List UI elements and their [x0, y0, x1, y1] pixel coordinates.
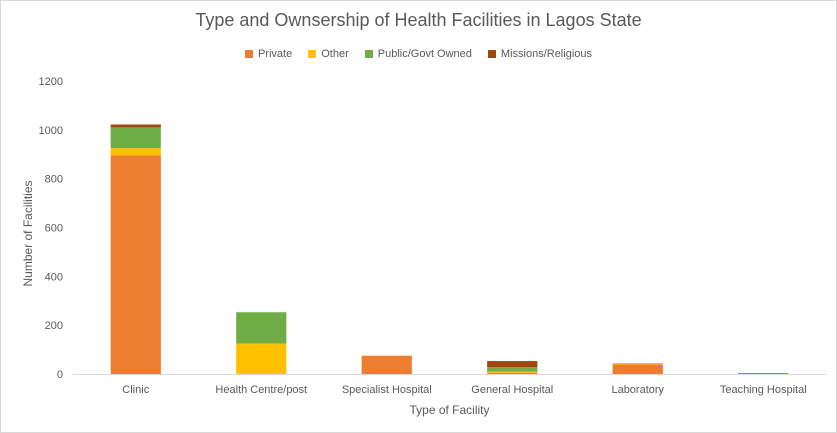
x-tick-label: Specialist Hospital: [342, 384, 432, 396]
x-tick-label: General Hospital: [471, 384, 553, 396]
bar-segment: [361, 355, 412, 374]
bar-segment: [110, 124, 161, 128]
bar-segment: [110, 127, 161, 149]
bar-segment: [487, 361, 538, 368]
legend-swatch-private: [244, 50, 253, 58]
chart-title: Type and Ownsership of Health Facilities…: [195, 10, 642, 30]
y-tick-label: 1000: [39, 125, 63, 137]
bar-segment: [487, 372, 538, 374]
legend-item-missions: Missions/Religious: [487, 48, 592, 60]
y-tick-label: 0: [57, 369, 63, 381]
x-axis-title: Type of Facility: [409, 403, 489, 417]
legend-swatch-other: [308, 50, 317, 58]
y-axis-title: Number of Facilities: [21, 180, 35, 286]
x-axis-labels: Clinic Health Centre/post Specialist Hospi…: [122, 384, 806, 396]
bar-segment: [110, 148, 161, 156]
legend-item-private: Private: [244, 48, 293, 60]
legend-label-private: Private: [257, 48, 293, 60]
bar-segment: [738, 373, 789, 374]
y-tick-label: 600: [45, 223, 63, 235]
bar-segment: [487, 367, 538, 372]
bar-segment: [236, 312, 287, 344]
y-axis-ticks: 0 200 400 600 800 1000 1200: [39, 76, 63, 381]
y-tick-label: 1200: [39, 76, 63, 88]
bar-segment: [236, 343, 287, 374]
x-tick-label: Laboratory: [611, 384, 664, 396]
legend-label-other: Other: [321, 48, 349, 60]
x-tick-label: Health Centre/post: [215, 384, 307, 396]
y-tick-label: 200: [45, 320, 63, 332]
legend-swatch-public: [364, 50, 373, 58]
bars: [110, 124, 789, 374]
x-tick-label: Teaching Hospital: [720, 384, 807, 396]
legend-item-other: Other: [308, 48, 349, 60]
y-tick-label: 800: [45, 174, 63, 186]
legend-item-public: Public/Govt Owned: [364, 48, 472, 60]
legend-label-missions: Missions/Religious: [500, 48, 592, 60]
bar-segment: [612, 364, 663, 374]
x-tick-label: Clinic: [122, 384, 149, 396]
bar-segment: [487, 371, 538, 373]
legend-label-public: Public/Govt Owned: [377, 48, 472, 60]
y-tick-label: 400: [45, 271, 63, 283]
legend-swatch-missions: [487, 50, 496, 58]
legend: Private Other Public/Govt Owned Missions…: [1, 48, 836, 60]
bar-segment: [612, 363, 663, 365]
bar-segment: [110, 155, 161, 374]
